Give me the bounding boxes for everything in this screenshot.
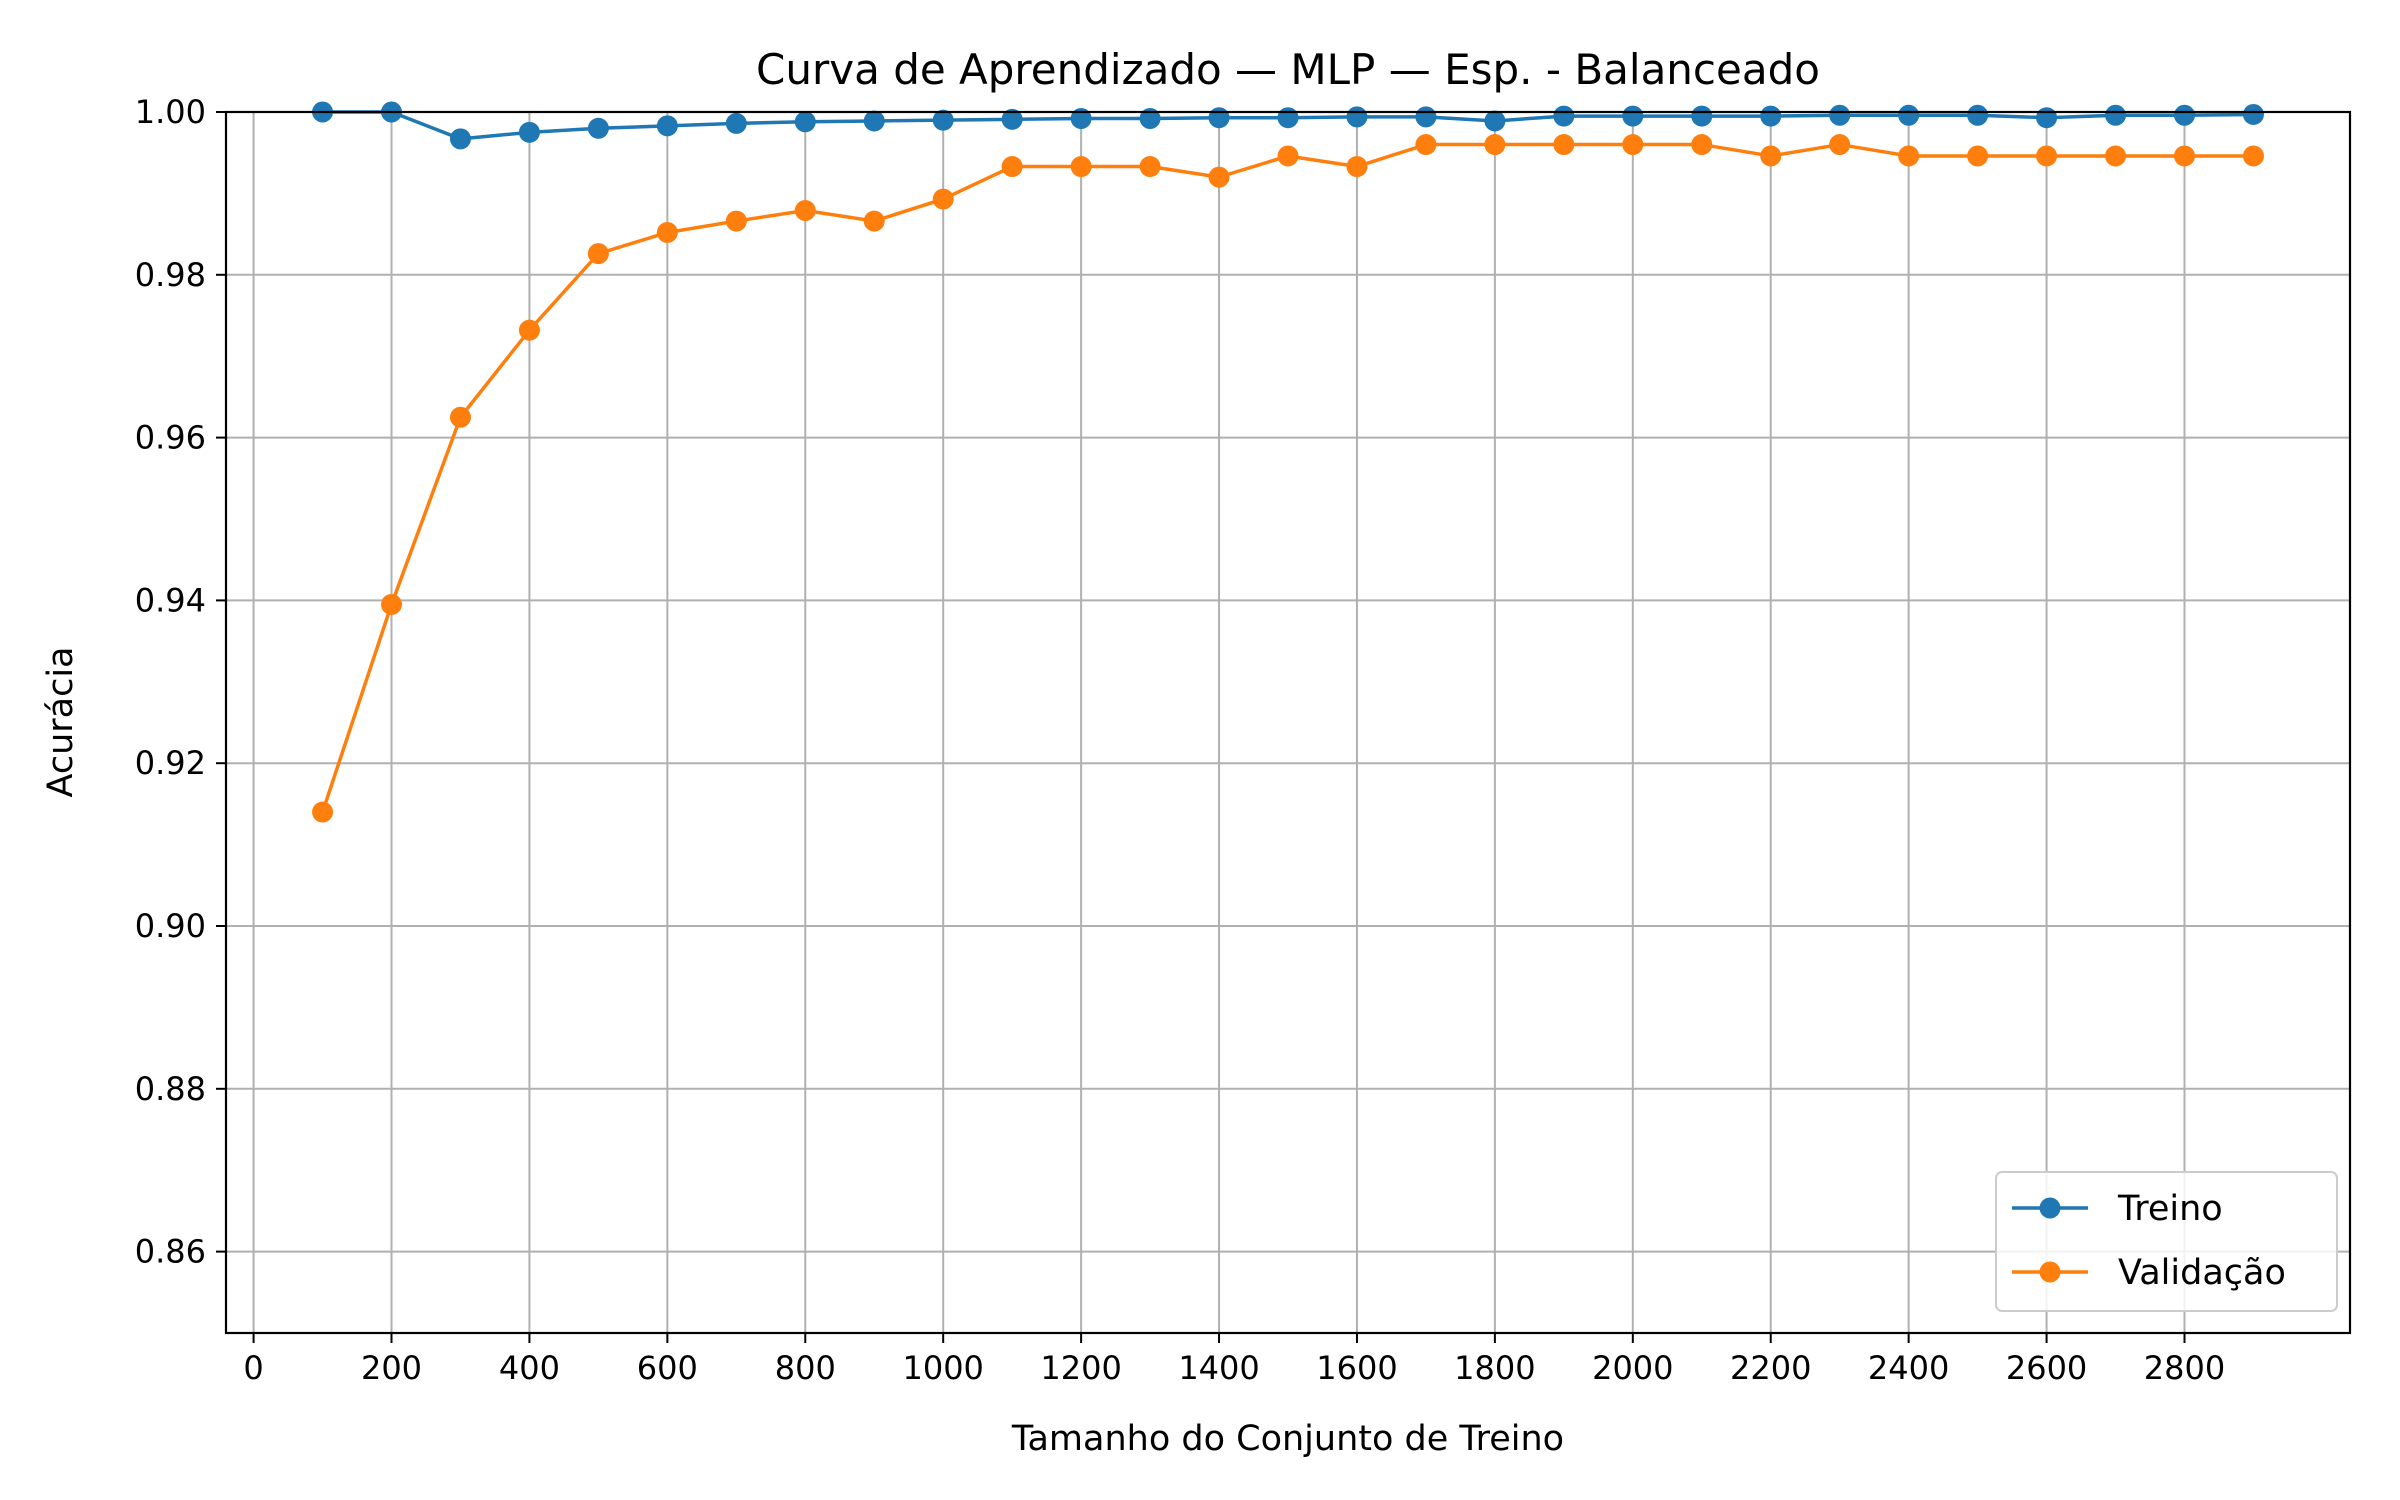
x-tick-label: 200 (361, 1349, 422, 1387)
x-tick-label: 2000 (1592, 1349, 1673, 1387)
x-tick-label: 0 (243, 1349, 263, 1387)
x-tick-label: 1000 (902, 1349, 983, 1387)
data-point-validacao (2242, 145, 2264, 167)
legend-label: Validação (2118, 1253, 2286, 1293)
data-point-treino (1484, 110, 1506, 132)
data-point-treino (1898, 104, 1920, 126)
data-point-validacao (1553, 134, 1575, 156)
data-point-validacao (312, 801, 334, 823)
x-tick-label: 2800 (2144, 1349, 2225, 1387)
data-point-validacao (1070, 156, 1092, 178)
y-tick-label: 0.96 (135, 419, 206, 457)
data-point-validacao (1001, 156, 1023, 178)
y-tick-label: 0.86 (135, 1233, 206, 1271)
y-tick-label: 0.94 (135, 581, 206, 619)
data-point-validacao (2173, 145, 2195, 167)
data-point-treino (2105, 104, 2127, 126)
data-point-treino (1691, 105, 1713, 127)
data-point-validacao (1760, 145, 1782, 167)
y-tick-label: 0.98 (135, 256, 206, 294)
data-point-validacao (1277, 145, 1299, 167)
data-point-treino (725, 112, 747, 134)
data-point-validacao (1829, 134, 1851, 156)
data-point-validacao (2036, 145, 2058, 167)
data-point-validacao (932, 188, 954, 210)
data-point-validacao (863, 210, 885, 232)
data-point-validacao (587, 243, 609, 265)
chart-title: Curva de Aprendizado — MLP — Esp. - Bala… (756, 45, 1820, 94)
data-point-treino (518, 121, 540, 143)
x-tick-label: 2400 (1868, 1349, 1949, 1387)
data-point-treino (1622, 105, 1644, 127)
data-point-validacao (656, 221, 678, 243)
data-point-treino (932, 109, 954, 131)
x-tick-label: 1200 (1040, 1349, 1121, 1387)
data-point-treino (449, 128, 471, 150)
data-point-treino (587, 117, 609, 139)
data-point-treino (1277, 107, 1299, 129)
data-point-validacao (794, 199, 816, 221)
data-point-validacao (1484, 134, 1506, 156)
y-tick-label: 0.88 (135, 1070, 206, 1108)
x-tick-label: 2200 (1730, 1349, 1811, 1387)
data-point-validacao (1415, 134, 1437, 156)
data-point-treino (2036, 107, 2058, 129)
legend-marker (2039, 1261, 2061, 1283)
data-point-treino (656, 115, 678, 137)
data-point-validacao (1139, 156, 1161, 178)
data-point-validacao (449, 406, 471, 428)
y-axis-title: Acurácia (41, 646, 81, 797)
legend-label: Treino (2117, 1189, 2223, 1229)
series-treino (312, 101, 2264, 150)
plot-frame (224, 110, 2352, 1335)
data-point-validacao (381, 593, 403, 615)
data-point-validacao (1622, 134, 1644, 156)
legend: Treino Validação (1995, 1171, 2338, 1312)
data-point-treino (2242, 103, 2264, 125)
data-point-validacao (725, 210, 747, 232)
data-point-treino (1415, 106, 1437, 128)
x-tick-label: 1800 (1454, 1349, 1535, 1387)
x-tick-label: 600 (637, 1349, 698, 1387)
grid-lines (226, 111, 2350, 1333)
data-point-validacao (1898, 145, 1920, 167)
y-tick-label: 1.00 (135, 93, 206, 131)
data-point-validacao (1208, 166, 1230, 188)
data-point-treino (1553, 105, 1575, 127)
data-point-treino (863, 110, 885, 132)
data-point-validacao (1346, 156, 1368, 178)
data-point-treino (1139, 108, 1161, 130)
axis-ticks: 0 200 400 600 800 1000 1200 1400 1600 1800 2000 220… (135, 93, 2225, 1387)
x-tick-label: 2600 (2006, 1349, 2087, 1387)
data-point-treino (2173, 104, 2195, 126)
data-point-validacao (2105, 145, 2127, 167)
data-point-treino (1829, 104, 1851, 126)
x-axis-title: Tamanho do Conjunto de Treino (1011, 1419, 1564, 1459)
data-point-treino (1967, 104, 1989, 126)
series-group (312, 101, 2264, 823)
data-point-treino (794, 111, 816, 133)
x-tick-label: 1600 (1316, 1349, 1397, 1387)
data-point-treino (1070, 108, 1092, 130)
data-point-validacao (1691, 134, 1713, 156)
x-tick-label: 400 (499, 1349, 560, 1387)
data-point-treino (1001, 108, 1023, 130)
legend-marker (2039, 1197, 2061, 1219)
series-validacao (312, 134, 2264, 823)
data-point-treino (1346, 106, 1368, 128)
data-point-validacao (518, 319, 540, 341)
y-tick-label: 0.90 (135, 907, 206, 945)
data-point-treino (1208, 107, 1230, 129)
data-point-validacao (1967, 145, 1989, 167)
data-point-treino (1760, 105, 1782, 127)
x-tick-label: 800 (775, 1349, 836, 1387)
y-tick-label: 0.92 (135, 744, 206, 782)
x-tick-label: 1400 (1178, 1349, 1259, 1387)
